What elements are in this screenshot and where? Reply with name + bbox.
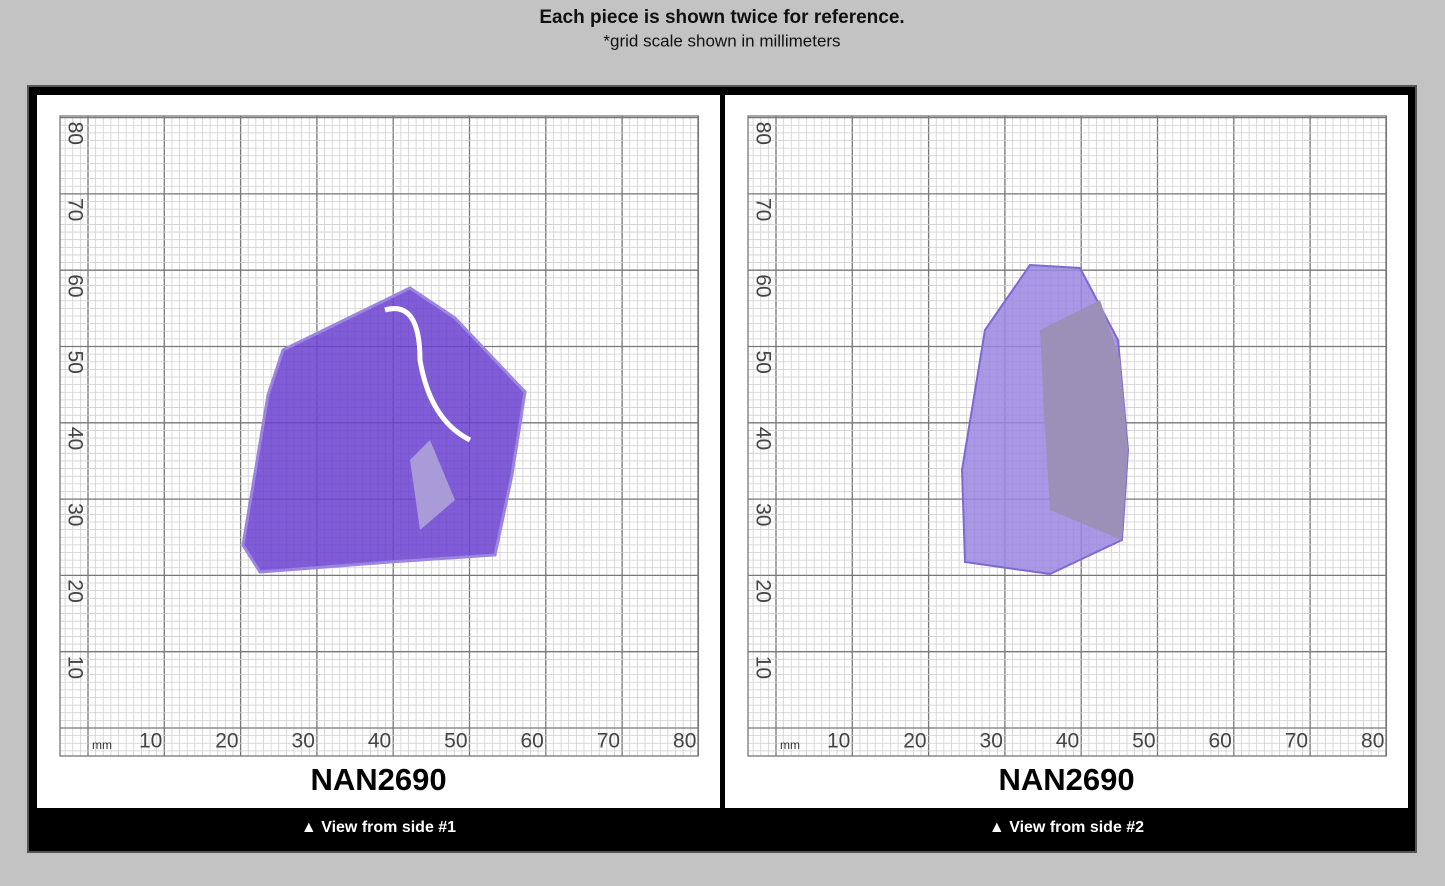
y-tick-label: 80 bbox=[63, 122, 86, 145]
x-tick-label: 20 bbox=[215, 730, 238, 753]
y-tick-label: 80 bbox=[751, 122, 774, 145]
caption: ▲ View from side #2 bbox=[989, 819, 1144, 836]
x-tick-label: 30 bbox=[292, 730, 315, 753]
x-tick-label: 10 bbox=[139, 730, 162, 753]
x-tick-label: 60 bbox=[520, 730, 543, 753]
x-tick-label: 10 bbox=[827, 730, 850, 753]
y-tick-label: 20 bbox=[63, 579, 86, 602]
gem-facet bbox=[410, 440, 455, 530]
grid-border bbox=[747, 115, 1387, 757]
grid-border bbox=[59, 115, 699, 757]
y-tick-label: 50 bbox=[63, 351, 86, 374]
labels: mm 10 20 30 40 50 60 70 80 10 20 30 40 50 60 70 80 NAN269… bbox=[63, 122, 1384, 837]
x-tick-label: 60 bbox=[1208, 730, 1231, 753]
y-tick-label: 40 bbox=[751, 427, 774, 450]
gem bbox=[241, 286, 527, 574]
y-tick-label: 70 bbox=[63, 198, 86, 221]
x-tick-label: 50 bbox=[444, 730, 467, 753]
gem-facet bbox=[1040, 300, 1128, 540]
x-tick-label: 80 bbox=[1361, 730, 1384, 753]
y-tick-label: 30 bbox=[63, 503, 86, 526]
y-tick-label: 70 bbox=[751, 198, 774, 221]
y-tick-label: 10 bbox=[63, 656, 86, 679]
unit-label: mm bbox=[92, 738, 112, 752]
unit-label: mm bbox=[780, 738, 800, 752]
caption: ▲ View from side #1 bbox=[301, 819, 456, 836]
x-tick-label: 30 bbox=[980, 730, 1003, 753]
y-tick-label: 60 bbox=[63, 274, 86, 297]
y-tick-label: 50 bbox=[751, 351, 774, 374]
x-tick-label: 40 bbox=[1056, 730, 1079, 753]
product-code: NAN2690 bbox=[998, 762, 1134, 797]
y-tick-label: 10 bbox=[751, 656, 774, 679]
x-tick-label: 80 bbox=[673, 730, 696, 753]
x-tick-label: 70 bbox=[597, 730, 620, 753]
x-tick-label: 70 bbox=[1285, 730, 1308, 753]
y-tick-label: 20 bbox=[751, 579, 774, 602]
x-tick-label: 50 bbox=[1132, 730, 1155, 753]
y-tick-label: 60 bbox=[751, 274, 774, 297]
title: Each piece is shown twice for reference. bbox=[539, 7, 904, 28]
subtitle: *grid scale shown in millimeters bbox=[603, 31, 840, 50]
gem-highlight bbox=[384, 306, 472, 443]
x-tick-label: 20 bbox=[903, 730, 926, 753]
y-tick-label: 30 bbox=[751, 503, 774, 526]
y-tick-label: 40 bbox=[63, 427, 86, 450]
product-code: NAN2690 bbox=[310, 762, 446, 797]
x-tick-label: 40 bbox=[368, 730, 391, 753]
